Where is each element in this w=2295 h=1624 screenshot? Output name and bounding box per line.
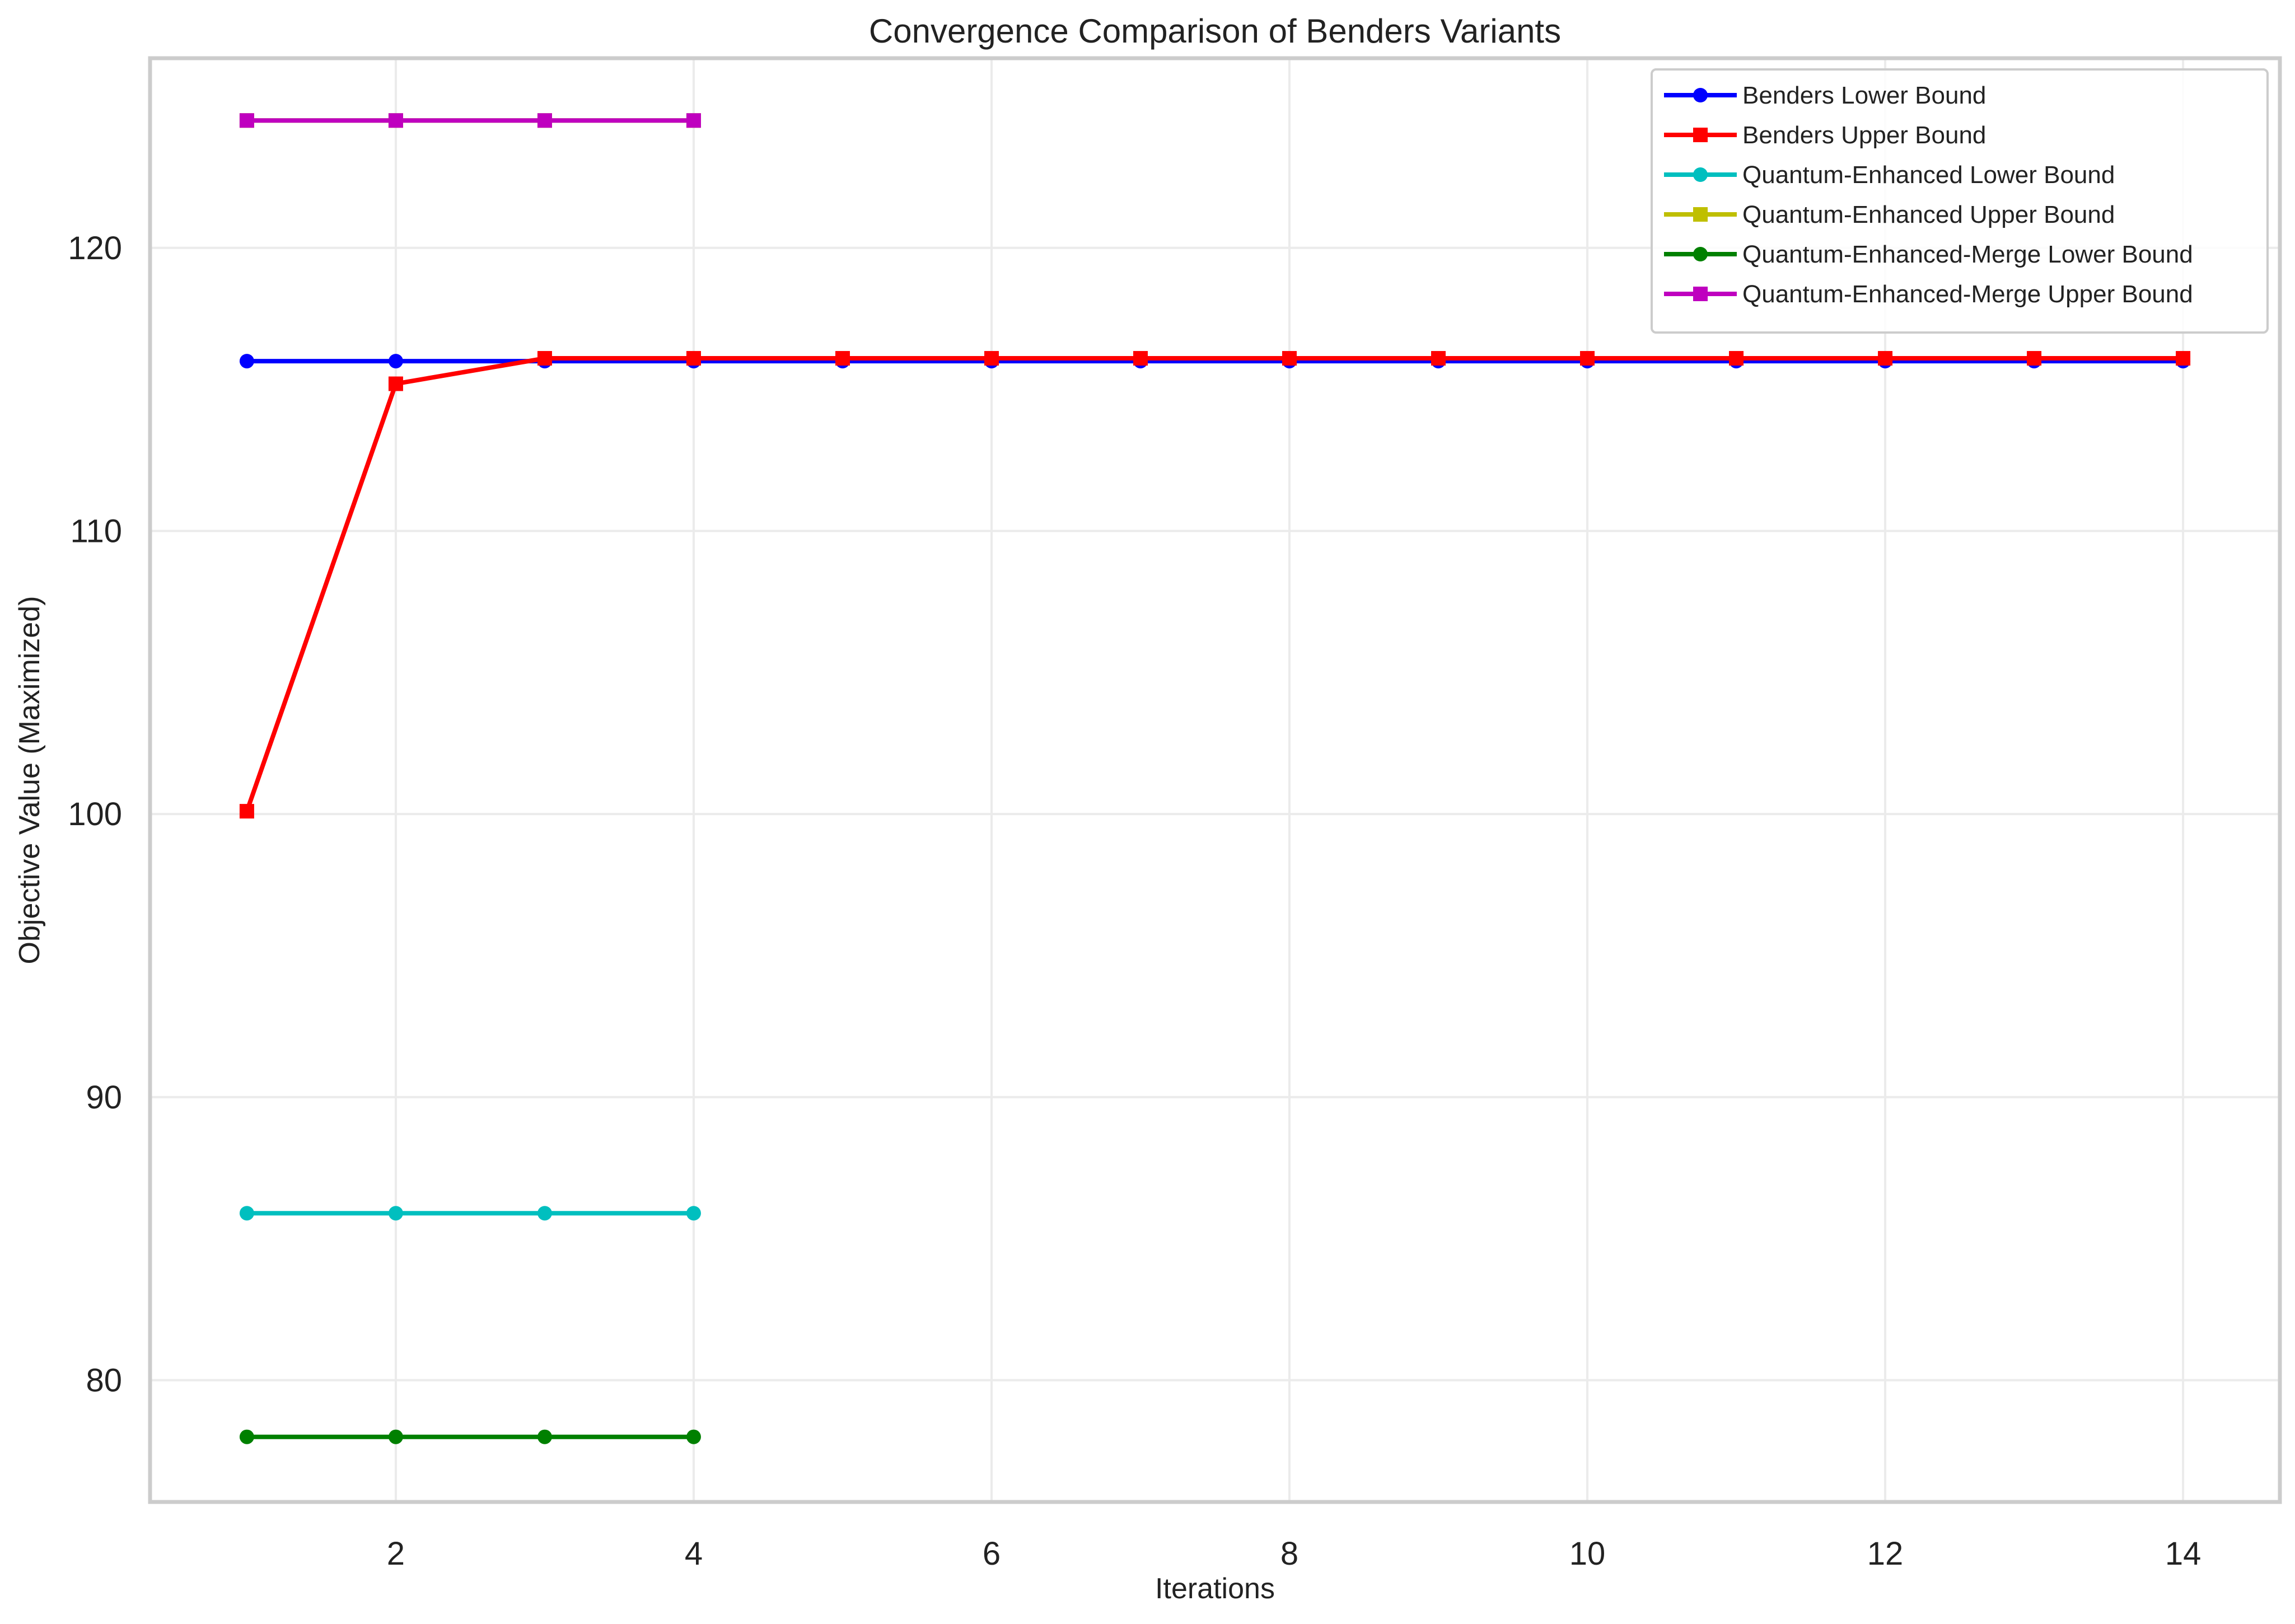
legend-item-quantum-enhanced-upper-bound: Quantum-Enhanced Upper Bound <box>1664 201 2115 228</box>
data-point <box>388 1206 403 1221</box>
legend-label: Benders Upper Bound <box>1742 121 1986 149</box>
x-tick-label: 12 <box>1867 1536 1904 1572</box>
data-point <box>239 113 254 128</box>
data-point <box>537 1206 552 1221</box>
data-point <box>239 354 254 369</box>
legend-swatch-marker <box>1693 247 1708 261</box>
gridlines <box>150 58 2280 1502</box>
legend-item-benders-lower-bound: Benders Lower Bound <box>1664 82 1986 109</box>
x-tick-label: 6 <box>983 1536 1001 1572</box>
y-tick-labels: 80 90 100 110 120 <box>68 230 122 1399</box>
legend-swatch-marker <box>1693 128 1708 142</box>
legend-swatch-marker <box>1693 167 1708 182</box>
data-point <box>686 1206 701 1221</box>
legend-box <box>1651 68 2269 334</box>
data-point <box>984 351 999 366</box>
y-axis-label: Objective Value (Maximized) <box>13 596 46 965</box>
data-point <box>239 1429 254 1444</box>
data-point <box>388 376 403 391</box>
series-markers <box>239 113 2191 1444</box>
data-point <box>1580 351 1595 366</box>
data-point <box>2027 351 2042 366</box>
chart-title: Convergence Comparison of Benders Varian… <box>869 12 1561 50</box>
y-tick-label: 100 <box>68 796 122 832</box>
data-point <box>537 351 552 366</box>
legend-swatch-marker <box>1693 287 1708 301</box>
data-point <box>1133 351 1148 366</box>
legend-label: Quantum-Enhanced-Merge Lower Bound <box>1742 241 2193 268</box>
data-point <box>1282 351 1297 366</box>
series-points-quantum-enhanced-merge-lower-bound <box>239 1429 701 1444</box>
y-tick-label: 90 <box>86 1079 122 1116</box>
x-tick-label: 14 <box>2165 1536 2201 1572</box>
y-tick-label: 110 <box>71 513 122 549</box>
x-tick-label: 8 <box>1280 1536 1298 1572</box>
plot-frame <box>148 56 2282 1504</box>
legend-item-quantum-enhanced-lower-bound: Quantum-Enhanced Lower Bound <box>1664 161 2115 189</box>
legend-label: Benders Lower Bound <box>1742 82 1986 109</box>
x-tick-label: 4 <box>685 1536 703 1572</box>
data-point <box>537 1429 552 1444</box>
x-tick-label: 10 <box>1569 1536 1606 1572</box>
data-point <box>686 351 701 366</box>
legend-item-benders-upper-bound: Benders Upper Bound <box>1664 121 1986 149</box>
data-point <box>239 1206 254 1221</box>
series-points-quantum-enhanced-merge-upper-bound <box>239 113 701 128</box>
data-point <box>1729 351 1744 366</box>
legend-label: Quantum-Enhanced Upper Bound <box>1742 201 2115 228</box>
data-point <box>1431 351 1446 366</box>
y-tick-label: 80 <box>86 1363 122 1399</box>
x-tick-labels: 2 4 6 8 10 12 14 <box>387 1536 2201 1572</box>
data-point <box>686 1429 701 1444</box>
legend-swatch-marker <box>1693 88 1708 102</box>
series-points-benders-upper-bound <box>239 351 2191 819</box>
data-point <box>388 1429 403 1444</box>
legend: Benders Lower Bound Benders Upper Bound Qu… <box>1651 68 2269 334</box>
legend-label: Quantum-Enhanced Lower Bound <box>1742 161 2115 189</box>
data-point <box>537 113 552 128</box>
data-point <box>686 113 701 128</box>
data-point <box>1878 351 1893 366</box>
data-point <box>388 113 403 128</box>
series-line-benders-upper-bound <box>245 356 2184 812</box>
data-point <box>388 354 403 369</box>
legend-swatch-marker <box>1693 207 1708 222</box>
y-tick-label: 120 <box>68 230 122 266</box>
legend-item-quantum-enhanced-merge-upper-bound: Quantum-Enhanced-Merge Upper Bound <box>1664 280 2193 308</box>
data-point <box>835 351 850 366</box>
data-point <box>239 804 254 819</box>
series-points-quantum-enhanced-lower-bound <box>239 1206 701 1221</box>
legend-label: Quantum-Enhanced-Merge Upper Bound <box>1742 280 2193 308</box>
x-axis-label: Iterations <box>1155 1572 1275 1605</box>
legend-item-quantum-enhanced-merge-lower-bound: Quantum-Enhanced-Merge Lower Bound <box>1664 241 2193 268</box>
x-tick-label: 2 <box>387 1536 405 1572</box>
series-lines <box>245 118 2184 1439</box>
data-point <box>2176 351 2191 366</box>
